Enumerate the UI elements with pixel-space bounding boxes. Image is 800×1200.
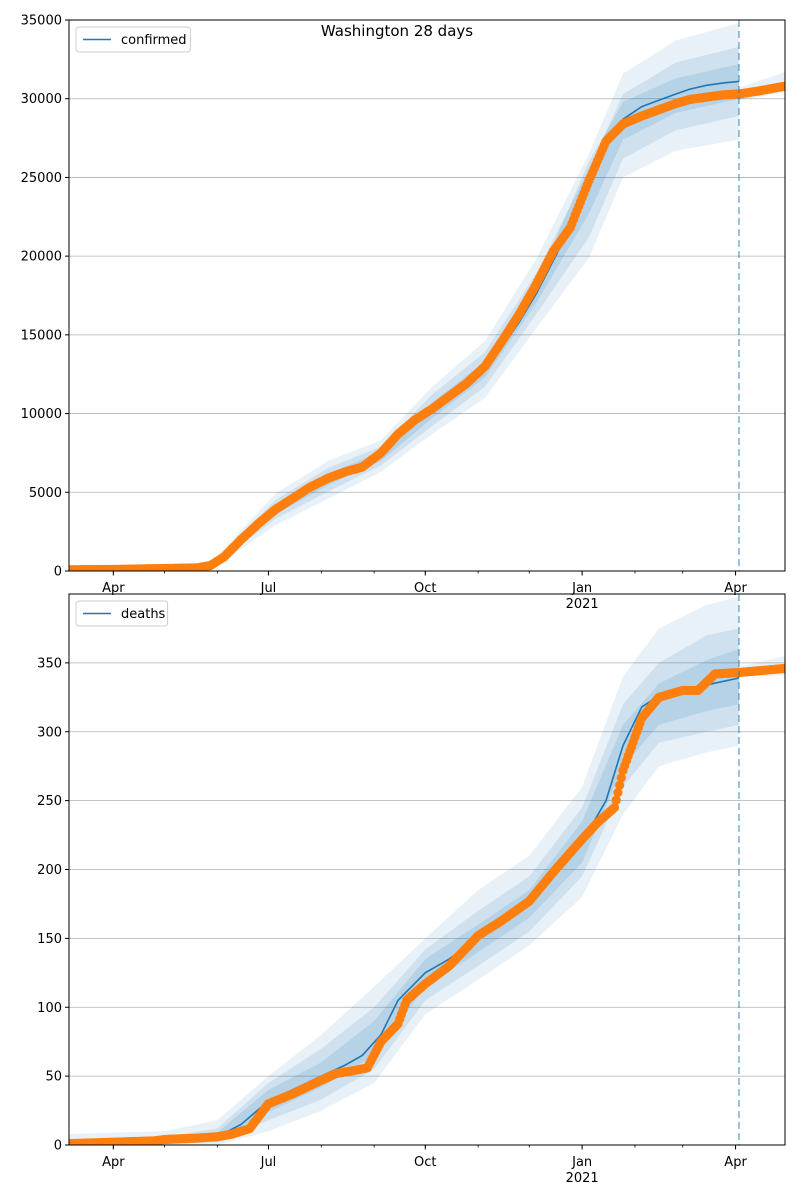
- panel-confirmed: 0 5000 10000 15000 20000 25000 30000 35000 Apr Ju…: [21, 14, 786, 612]
- figure-title: Washington 28 days: [321, 22, 473, 40]
- y-tick-label: 150: [37, 932, 62, 947]
- legend-label: deaths: [121, 607, 166, 622]
- x-tick-label: Apr: [724, 581, 747, 596]
- y-tick-label: 20000: [21, 250, 62, 265]
- observed-points: [69, 663, 785, 1145]
- legend: confirmed: [75, 26, 191, 53]
- observed-point: [780, 663, 785, 673]
- x-tick-sublabel: 2021: [566, 597, 599, 612]
- y-tick-label: 300: [37, 725, 62, 740]
- x-tick-label: Apr: [102, 581, 125, 596]
- x-tick-label: Oct: [414, 581, 436, 596]
- observed-point: [616, 773, 626, 783]
- observed-point: [780, 81, 785, 91]
- legend-box: [75, 600, 169, 627]
- x-tick-label: Oct: [414, 1155, 436, 1170]
- y-tick-label: 35000: [21, 14, 62, 29]
- x-tick-label: Jan: [571, 1155, 592, 1170]
- legend: deaths: [75, 600, 169, 627]
- x-tick-label: Apr: [102, 1155, 125, 1170]
- y-tick-label: 50: [45, 1070, 62, 1085]
- plot-area: [69, 23, 785, 571]
- x-tick-label: Jul: [260, 581, 277, 596]
- y-tick-label: 5000: [29, 486, 62, 501]
- uncertainty-band-outer: [69, 23, 739, 571]
- uncertainty-band-middle: [69, 46, 739, 571]
- y-tick-label: 30000: [21, 92, 62, 107]
- observed-points: [69, 81, 785, 571]
- y-tick-label: 10000: [21, 407, 62, 422]
- y-tick-label: 200: [37, 863, 62, 878]
- uncertainty-band-middle: [69, 628, 739, 1145]
- x-tick-label: Jan: [571, 581, 592, 596]
- observed-point: [609, 802, 620, 813]
- observed-point: [613, 788, 623, 798]
- observed-point: [615, 780, 625, 790]
- observed-point: [611, 795, 621, 805]
- axes-frame: [68, 593, 786, 1146]
- y-tick-label: 100: [37, 1001, 62, 1016]
- x-tick-label: Apr: [724, 1155, 747, 1170]
- y-tick-label: 0: [54, 565, 62, 580]
- plot-area: [69, 596, 785, 1145]
- y-tick-label: 0: [54, 1139, 62, 1154]
- y-tick-label: 15000: [21, 328, 62, 343]
- legend-box: [75, 26, 191, 53]
- legend-label: confirmed: [121, 33, 187, 48]
- y-tick-label: 25000: [21, 171, 62, 186]
- x-tick-label: Jul: [260, 1155, 277, 1170]
- y-tick-label: 350: [37, 656, 62, 671]
- y-tick-label: 250: [37, 794, 62, 809]
- uncertainty-band-inner: [69, 649, 739, 1145]
- axes-frame: [68, 19, 786, 572]
- uncertainty-band-outer: [69, 596, 739, 1145]
- uncertainty-band-inner: [69, 64, 739, 571]
- x-tick-sublabel: 2021: [566, 1171, 599, 1186]
